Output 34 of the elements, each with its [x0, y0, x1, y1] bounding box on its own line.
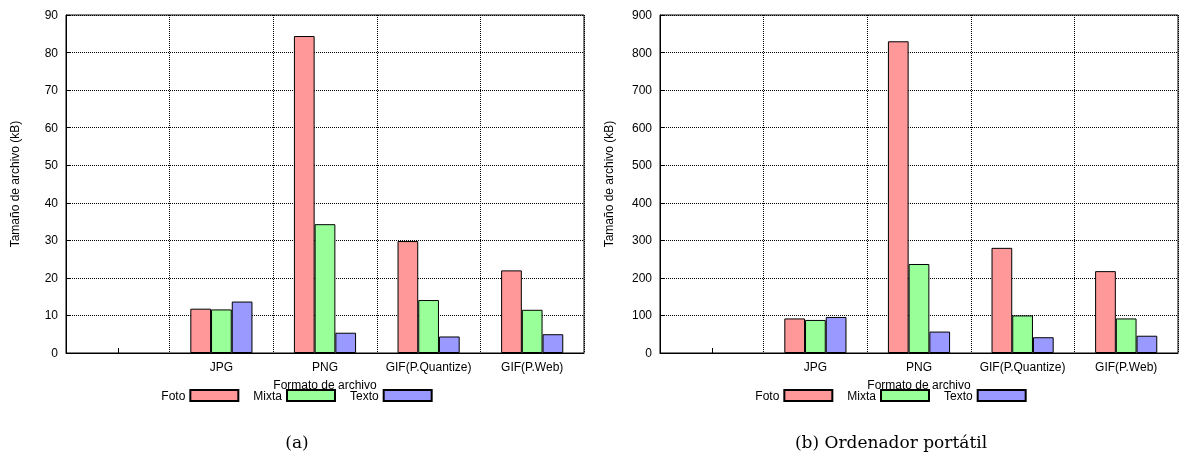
text: (b) Ordenador portátil [794, 431, 988, 452]
y-tick-label: 600 [631, 120, 653, 135]
y-tick-label: 100 [631, 308, 653, 323]
y-tick-label: 30 [44, 233, 59, 248]
y-axis-title: Tamaño de archivo (kB) [8, 120, 22, 248]
y-tick-label: 70 [44, 83, 59, 98]
y-tick-label: 90 [44, 8, 59, 22]
y-tick-label: 80 [44, 45, 59, 60]
x-tick-label: JPG [803, 360, 828, 374]
text: (a) [285, 431, 309, 452]
x-tick-label: GIF(P.Web) [501, 360, 564, 374]
y-tick-label: 0 [645, 346, 653, 360]
y-tick-label: 800 [631, 45, 653, 60]
x-tick-label: GIF(P.Quantize) [979, 360, 1066, 374]
y-tick-label: 20 [44, 270, 59, 285]
y-tick-label: 60 [44, 120, 59, 135]
x-tick-label: JPG [209, 360, 234, 374]
y-tick-label: 10 [44, 308, 59, 323]
y-axis-title: Tamaño de archivo (kB) [602, 120, 616, 248]
y-tick-label: 400 [631, 195, 653, 210]
y-tick-label: 200 [631, 270, 653, 285]
x-tick-label: GIF(P.Quantize) [385, 360, 472, 374]
legend-label: Foto [161, 388, 186, 403]
x-tick-label: PNG [311, 360, 339, 374]
x-tick-label: PNG [905, 360, 933, 374]
x-tick-label: GIF(P.Web) [1095, 360, 1158, 374]
y-tick-label: 0 [51, 346, 59, 360]
y-tick-label: 500 [631, 158, 653, 173]
y-tick-label: 50 [44, 158, 59, 173]
y-tick-label: 300 [631, 233, 653, 248]
legend-label: Foto [755, 388, 780, 403]
y-tick-label: 40 [44, 195, 59, 210]
y-tick-label: 900 [631, 8, 653, 22]
y-tick-label: 700 [631, 83, 653, 98]
